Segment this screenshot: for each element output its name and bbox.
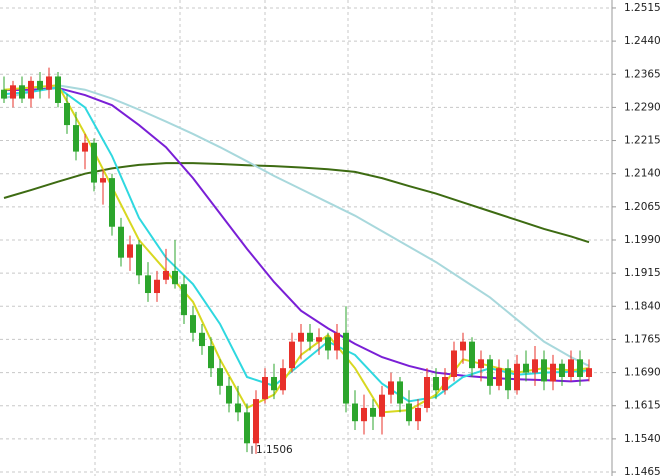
candle-body [469,341,475,369]
candle-body [10,85,16,99]
candle-body [244,412,250,444]
candle-body [541,359,547,382]
y-tick-label: 1.2440 [624,35,661,47]
candle-body [325,337,331,351]
candle-body [100,178,106,183]
y-tick-label: 1.1840 [624,300,661,312]
candle-body [379,394,385,417]
candle-body [91,142,97,183]
candle-body [496,368,502,386]
candle-body [172,270,178,285]
candle-body [478,359,484,369]
candle-body [127,244,133,258]
candle-body [532,359,538,373]
y-tick-label: 1.1465 [624,466,661,476]
candle-body [271,376,277,391]
candle-body [262,376,268,400]
y-tick-label: 1.2365 [624,68,661,80]
candle-body [1,89,7,99]
candle-body [55,76,61,103]
candle-body [19,85,25,99]
y-tick-label: 1.1615 [624,400,661,412]
candle-body [361,407,367,422]
y-tick-label: 1.1540 [624,433,661,445]
y-tick-label: 1.2065 [624,201,661,213]
candle-body [388,381,394,395]
candle-body [253,399,259,444]
candle-body [217,368,223,386]
candle-body [73,125,79,152]
candle-body [136,244,142,276]
candle-body [334,332,340,351]
candle-body [415,407,421,422]
candle-body [37,80,43,90]
candle-body [226,385,232,404]
low-annotation: 1.1506 [256,444,293,456]
y-tick-label: 1.2215 [624,135,661,147]
candle-body [568,359,574,377]
candle-body [316,337,322,342]
candle-body [190,315,196,333]
candle-body [505,368,511,391]
candle-body [586,368,592,377]
candle-body [82,142,88,152]
candle-body [208,346,214,369]
candle-body [154,279,160,294]
y-tick-label: 1.2290 [624,101,661,113]
candle-body [424,376,430,408]
y-tick-label: 1.1915 [624,267,661,279]
candle-body [118,226,124,258]
candle-body [46,76,52,90]
candle-body [433,376,439,391]
candle-body [280,368,286,391]
y-tick-label: 1.1765 [624,333,661,345]
candle-body [64,102,70,126]
candle-body [514,363,520,391]
y-tick-label: 1.1990 [624,234,661,246]
candle-body [451,350,457,377]
candle-body [397,381,403,404]
candle-body [28,80,34,99]
candle-body [298,332,304,342]
candle-body [523,363,529,373]
candle-body [235,403,241,413]
candle-body [145,275,151,294]
candle-body [199,332,205,347]
candle-body [307,332,313,342]
candle-body [352,403,358,422]
candle-body [460,341,466,351]
candle-body [577,359,583,377]
candle-body [289,341,295,369]
y-tick-label: 1.1690 [624,367,661,379]
candle-body [181,284,187,316]
candle-body [559,363,565,377]
candle-body [343,332,349,404]
y-tick-label: 1.2140 [624,168,661,180]
candle-body [163,270,169,280]
candle-body [370,407,376,417]
candle-body [487,359,493,386]
candle-body [442,376,448,391]
y-tick-label: 1.2515 [624,2,661,14]
moving-average-line [3,84,590,367]
candle-body [406,403,412,422]
candle-body [109,178,115,227]
candle-body [550,363,556,382]
